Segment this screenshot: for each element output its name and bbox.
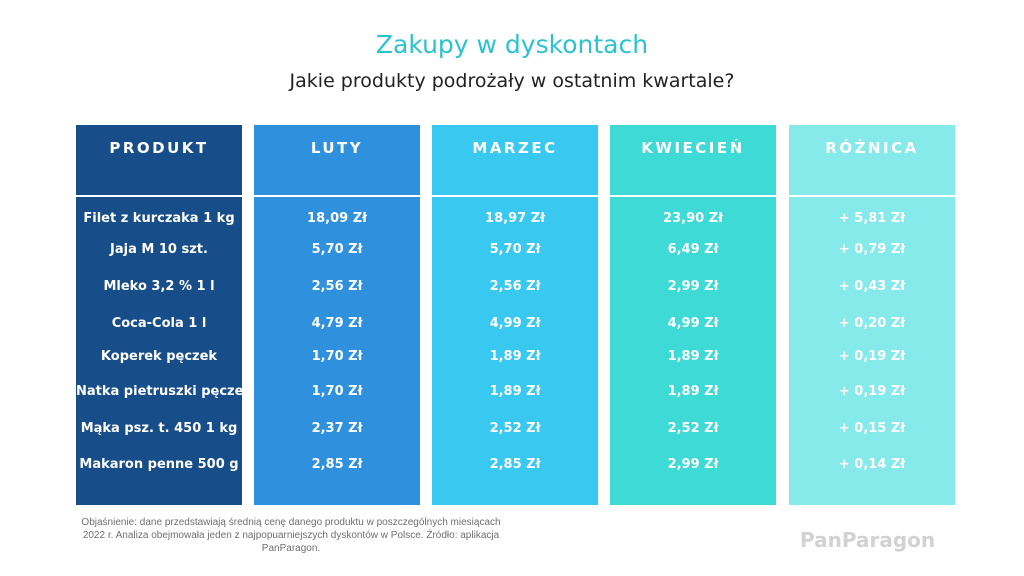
- price-cell-luty: 1,70 Zł: [311, 384, 363, 399]
- price-cell-kwiecien: 1,89 Zł: [667, 349, 719, 364]
- price-cell-roznica: + 0,79 Zł: [838, 242, 906, 257]
- column-produkt: PRODUKT Filet z kurczaka 1 kg Jaja M 10 sz…: [76, 125, 253, 505]
- footnote: Objaśnienie: dane przedstawiają średnią …: [81, 517, 501, 554]
- chart-title: Zakupy w dyskontach: [375, 30, 649, 59]
- price-cell-roznica: + 0,19 Zł: [838, 384, 906, 399]
- price-cell-luty: 2,56 Zł: [311, 279, 363, 294]
- price-cell-marzec: 1,89 Zł: [489, 384, 541, 399]
- price-cell-kwiecien: 6,49 Zł: [667, 242, 719, 257]
- column-luty: LUTY 18,09 Zł 5,70 Zł 2,56 Zł 4,79 Zł 1,70 Zł…: [254, 125, 420, 505]
- price-cell-luty: 1,70 Zł: [311, 349, 363, 364]
- column-roznica: RÓŻNICA + 5,81 Zł + 0,79 Zł + 0,43 Zł + 0,20…: [789, 125, 955, 505]
- product-name: Jaja M 10 szt.: [110, 242, 208, 257]
- column-marzec: MARZEC 18,97 Zł 5,70 Zł 2,56 Zł 4,99 Zł 1,89 …: [432, 125, 598, 505]
- price-cell-kwiecien: 1,89 Zł: [667, 384, 719, 399]
- column-header-roznica: RÓŻNICA: [825, 139, 919, 157]
- price-cell-marzec: 5,70 Zł: [489, 242, 541, 257]
- price-cell-roznica: + 0,43 Zł: [838, 279, 906, 294]
- price-cell-luty: 2,85 Zł: [311, 457, 363, 472]
- price-cell-luty: 2,37 Zł: [311, 421, 363, 436]
- product-name: Koperek pęczek: [100, 349, 218, 364]
- product-name: Mleko 3,2 % 1 l: [103, 279, 215, 294]
- price-cell-marzec: 2,85 Zł: [489, 457, 541, 472]
- product-name: Makaron penne 500 g: [79, 457, 239, 472]
- table-separator: [66, 195, 966, 197]
- product-name: Coca-Cola 1 l: [111, 316, 207, 331]
- column-header-marzec: MARZEC: [472, 139, 558, 157]
- column-kwiecien: KWIECIEŃ 23,90 Zł 6,49 Zł 2,99 Zł 4,99 Zł 1,8…: [610, 125, 776, 505]
- price-cell-roznica: + 0,19 Zł: [838, 349, 906, 364]
- product-name: Mąka psz. t. 450 1 kg: [80, 421, 238, 436]
- price-cell-marzec: 18,97 Zł: [485, 211, 545, 226]
- price-cell-marzec: 2,56 Zł: [489, 279, 541, 294]
- price-cell-marzec: 2,52 Zł: [489, 421, 541, 436]
- price-cell-luty: 5,70 Zł: [311, 242, 363, 257]
- price-cell-luty: 4,79 Zł: [311, 316, 363, 331]
- column-header-kwiecien: KWIECIEŃ: [641, 139, 745, 157]
- price-cell-kwiecien: 4,99 Zł: [667, 316, 719, 331]
- price-cell-kwiecien: 2,52 Zł: [667, 421, 719, 436]
- column-header-produkt: PRODUKT: [109, 139, 209, 157]
- price-cell-kwiecien: 23,90 Zł: [663, 211, 723, 226]
- column-header-luty: LUTY: [310, 139, 364, 157]
- price-cell-roznica: + 0,20 Zł: [838, 316, 906, 331]
- panparagon-logo: PanParagon: [800, 528, 936, 552]
- price-cell-roznica: + 0,15 Zł: [838, 421, 906, 436]
- product-name: Natka pietruszki pęczek: [76, 384, 253, 399]
- price-cell-marzec: 1,89 Zł: [489, 349, 541, 364]
- price-cell-kwiecien: 2,99 Zł: [667, 457, 719, 472]
- product-name: Filet z kurczaka 1 kg: [83, 211, 235, 226]
- chart-subtitle: Jakie produkty podrożały w ostatnim kwar…: [289, 70, 735, 92]
- price-cell-roznica: + 5,81 Zł: [838, 211, 906, 226]
- price-cell-luty: 18,09 Zł: [307, 211, 367, 226]
- price-cell-roznica: + 0,14 Zł: [838, 457, 906, 472]
- price-cell-marzec: 4,99 Zł: [489, 316, 541, 331]
- price-cell-kwiecien: 2,99 Zł: [667, 279, 719, 294]
